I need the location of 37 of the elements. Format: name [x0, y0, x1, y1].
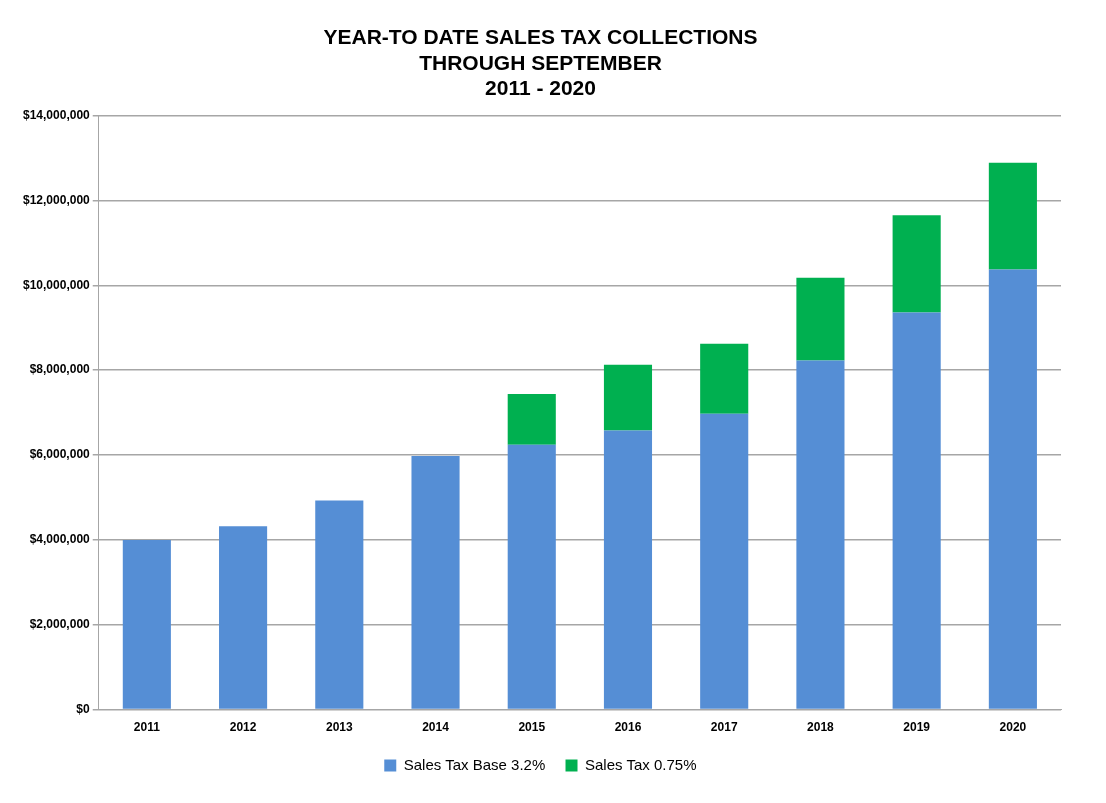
x-tick-label: 2014	[422, 720, 450, 735]
bar	[411, 455, 460, 709]
legend-label: Sales Tax 0.75%	[585, 755, 697, 773]
y-tick-label: $6,000,000	[29, 447, 91, 462]
bar	[315, 500, 364, 709]
x-tick-label: 2019	[903, 720, 931, 735]
bar	[122, 539, 171, 709]
x-tick-label: 2012	[229, 720, 257, 735]
bar	[219, 526, 268, 709]
bar	[796, 360, 845, 709]
y-tick-label: $2,000,000	[29, 617, 91, 632]
legend-label: Sales Tax Base 3.2%	[403, 755, 546, 773]
x-tick-label: 2017	[710, 720, 738, 735]
y-tick-label: $10,000,000	[23, 277, 91, 292]
bar	[892, 215, 941, 313]
y-tick-label: $4,000,000	[29, 532, 91, 547]
y-tick-label: $14,000,000	[23, 107, 91, 122]
x-tick-label: 2011	[133, 720, 161, 735]
x-tick-label: 2020	[999, 720, 1027, 735]
bar	[603, 364, 653, 431]
bar	[507, 393, 556, 445]
x-tick-label: 2016	[614, 720, 642, 735]
bar	[700, 413, 749, 709]
bar	[988, 269, 1037, 709]
y-tick-label: $8,000,000	[29, 362, 91, 377]
y-tick-label: $12,000,000	[23, 192, 91, 207]
x-tick-label: 2018	[807, 720, 835, 735]
bar	[892, 312, 941, 709]
y-tick-label: $0	[76, 701, 91, 716]
x-tick-label: 2015	[518, 720, 546, 735]
bar	[988, 162, 1037, 270]
x-tick-label: 2013	[325, 720, 353, 735]
bar	[796, 277, 845, 361]
bar	[700, 343, 749, 414]
chart-title: YEAR-TO DATE SALES TAX COLLECTIONS THROUGH SEPTEMBER 2011 - 2020	[323, 25, 758, 99]
bar	[603, 430, 653, 709]
bar	[507, 444, 556, 709]
